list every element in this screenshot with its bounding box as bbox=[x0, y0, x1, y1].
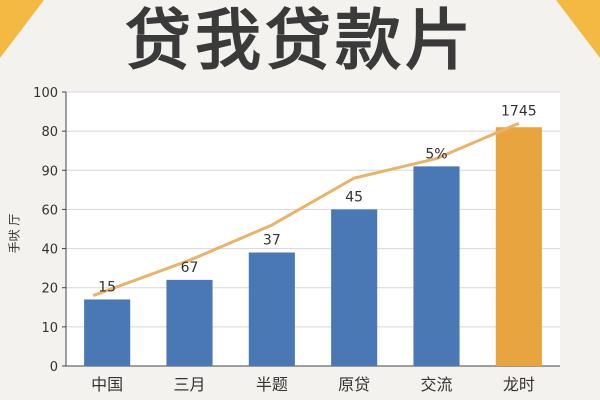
y-tick-label: 80 bbox=[41, 125, 58, 140]
data-label: 5% bbox=[425, 146, 447, 162]
y-tick-label: 0 bbox=[50, 360, 58, 375]
y-tick-label: 90 bbox=[41, 164, 58, 179]
chart-title: 贷我贷款片 bbox=[125, 2, 475, 79]
y-tick-label: 60 bbox=[41, 203, 58, 218]
y-tick-label: 100 bbox=[33, 86, 58, 101]
data-label: 37 bbox=[263, 232, 281, 248]
bar bbox=[166, 279, 213, 366]
bar bbox=[413, 166, 460, 366]
x-tick-label: 三月 bbox=[173, 375, 205, 394]
bar bbox=[495, 127, 542, 366]
trend-line bbox=[92, 121, 520, 297]
plot-area bbox=[66, 92, 560, 366]
bar bbox=[84, 299, 131, 366]
data-label: 1745 bbox=[501, 103, 537, 119]
x-tick-label: 原贷 bbox=[338, 375, 370, 394]
x-tick-label: 半题 bbox=[256, 375, 288, 394]
x-tick-label: 中国 bbox=[91, 375, 123, 394]
y-tick-label: 10 bbox=[41, 321, 58, 336]
corner-decoration-left bbox=[0, 0, 44, 58]
data-label: 15 bbox=[98, 279, 116, 295]
data-label: 45 bbox=[345, 189, 363, 205]
data-label: 67 bbox=[181, 260, 199, 276]
x-tick-label: 交流 bbox=[420, 375, 452, 394]
y-tick-label: 40 bbox=[41, 243, 58, 258]
bar bbox=[248, 252, 295, 366]
corner-decoration-right bbox=[556, 0, 600, 58]
x-tick-label: 龙时 bbox=[503, 375, 535, 394]
y-tick-label: 20 bbox=[41, 282, 58, 297]
bar bbox=[331, 209, 378, 366]
